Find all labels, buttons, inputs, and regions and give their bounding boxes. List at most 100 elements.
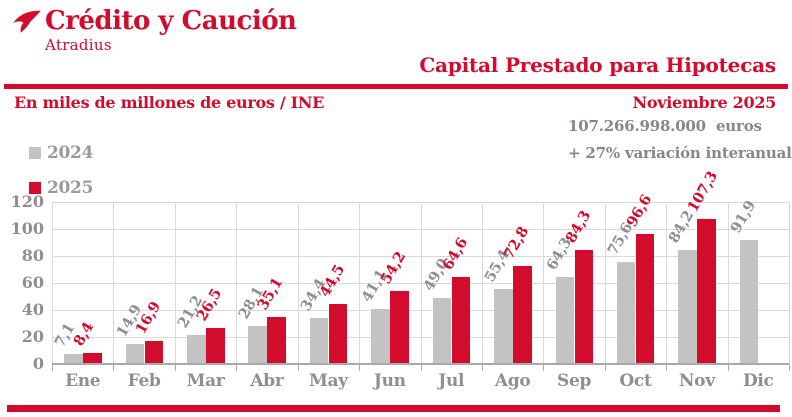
value-label-2024: 84,2 bbox=[665, 208, 698, 247]
axis-tick bbox=[604, 364, 606, 371]
stat-amount: 107.266.998.000 euros bbox=[568, 117, 762, 135]
month-label: Feb bbox=[127, 371, 161, 391]
value-label-2025: 44,5 bbox=[316, 261, 348, 300]
bar-2024 bbox=[432, 297, 452, 364]
value-label-2025: 54,2 bbox=[377, 248, 410, 287]
header-divider bbox=[4, 84, 788, 89]
legend-item-2024: 2024 bbox=[29, 143, 93, 163]
value-label-2025: 107,3 bbox=[684, 168, 722, 216]
stats-block: 107.266.998.000 euros + 27% variación in… bbox=[568, 117, 792, 171]
bar-2024 bbox=[494, 289, 513, 364]
value-label-2025: 8,4 bbox=[70, 319, 98, 349]
bar-2025 bbox=[513, 265, 532, 364]
y-tick-label: 60 bbox=[21, 273, 44, 292]
bar-2025 bbox=[328, 303, 348, 364]
brand-name: Crédito y Caución bbox=[45, 6, 297, 36]
month-label: Jul bbox=[438, 371, 465, 391]
month-label: Ago bbox=[494, 371, 531, 391]
grid-line-v bbox=[420, 202, 422, 364]
grid-line-v bbox=[52, 202, 53, 364]
axis-tick bbox=[359, 364, 361, 371]
axis-tick bbox=[174, 364, 176, 371]
bar-2024 bbox=[678, 250, 697, 364]
axis-tick bbox=[481, 364, 483, 371]
axis-tick bbox=[727, 364, 729, 371]
month-label: Jun bbox=[373, 371, 406, 391]
legend-label-2025: 2025 bbox=[47, 178, 94, 198]
y-tick-label: 120 bbox=[10, 192, 44, 211]
axis-tick bbox=[297, 364, 299, 371]
month-label: Sep bbox=[556, 371, 592, 391]
grid-line-v bbox=[666, 202, 668, 364]
value-label-2024: 91,9 bbox=[727, 197, 759, 236]
bar-2025 bbox=[390, 290, 409, 364]
brand-text: Crédito y Caución Atradius bbox=[45, 6, 297, 54]
axis-tick bbox=[113, 364, 115, 371]
date-label: Noviembre 2025 bbox=[632, 93, 777, 112]
bar-2025 bbox=[451, 276, 471, 364]
value-label-2025: 84,3 bbox=[561, 208, 594, 247]
grid-line-v bbox=[727, 202, 729, 364]
bar-2024 bbox=[64, 354, 83, 364]
axis-tick bbox=[52, 364, 53, 371]
y-tick-label: 40 bbox=[21, 300, 44, 319]
y-tick-label: 80 bbox=[21, 246, 44, 265]
grid-line-v bbox=[481, 202, 483, 364]
value-label-2025: 35,1 bbox=[254, 274, 287, 313]
y-tick-label: 0 bbox=[32, 354, 44, 373]
bar-2025 bbox=[83, 352, 102, 364]
grid-line-v bbox=[236, 202, 238, 364]
legend-label-2024: 2024 bbox=[47, 143, 94, 163]
month-label: May bbox=[308, 371, 348, 391]
bar-2024 bbox=[616, 261, 636, 364]
grid-line-v bbox=[604, 202, 606, 364]
axis-tick bbox=[420, 364, 422, 371]
legend-swatch-2025 bbox=[29, 182, 41, 194]
bar-2024 bbox=[187, 335, 206, 364]
month-label: Ene bbox=[65, 371, 101, 391]
value-label-2025: 64,6 bbox=[438, 234, 471, 273]
value-label-2025: 26,5 bbox=[193, 286, 226, 325]
x-axis-line bbox=[52, 363, 789, 365]
bar-2024 bbox=[248, 326, 267, 364]
axis-tick bbox=[543, 364, 545, 371]
month-label: Oct bbox=[619, 371, 652, 391]
units-label: En miles de millones de euros / INE bbox=[14, 93, 325, 112]
bar-2025 bbox=[206, 328, 225, 364]
y-tick-label: 20 bbox=[21, 327, 44, 346]
axis-tick bbox=[236, 364, 238, 371]
bar-2024 bbox=[739, 239, 759, 364]
legend-swatch-2024 bbox=[29, 147, 41, 159]
grid-line-v bbox=[174, 202, 176, 364]
stat-variation: + 27% variación interanual bbox=[568, 144, 792, 162]
brand-logo: Crédito y Caución Atradius bbox=[12, 6, 297, 54]
month-label: Nov bbox=[678, 371, 715, 391]
bar-2024 bbox=[371, 308, 390, 364]
grid-line-v bbox=[113, 202, 115, 364]
grid-line-v bbox=[543, 202, 545, 364]
bar-2024 bbox=[309, 317, 329, 364]
brand-subname: Atradius bbox=[45, 36, 112, 54]
bar-2025 bbox=[635, 233, 655, 364]
month-label: Abr bbox=[250, 371, 284, 391]
bar-2025 bbox=[144, 341, 164, 364]
chart-legend: 2024 2025 bbox=[29, 143, 93, 213]
month-label: Mar bbox=[186, 371, 225, 391]
bar-2025 bbox=[574, 250, 594, 364]
footer-bar bbox=[7, 405, 780, 412]
y-tick-label: 100 bbox=[10, 219, 44, 238]
axis-tick bbox=[789, 364, 790, 371]
bar-2025 bbox=[267, 316, 286, 364]
bar-2024 bbox=[125, 343, 145, 364]
page-title: Capital Prestado para Hipotecas bbox=[419, 53, 776, 77]
bar-2024 bbox=[555, 277, 575, 364]
bar-2025 bbox=[697, 219, 716, 364]
value-label-2025: 96,6 bbox=[623, 191, 656, 230]
grid-line-v bbox=[359, 202, 361, 364]
legend-item-2025: 2025 bbox=[29, 178, 93, 198]
month-label: Dic bbox=[742, 371, 774, 391]
grid-line-v bbox=[297, 202, 299, 364]
axis-tick bbox=[666, 364, 668, 371]
